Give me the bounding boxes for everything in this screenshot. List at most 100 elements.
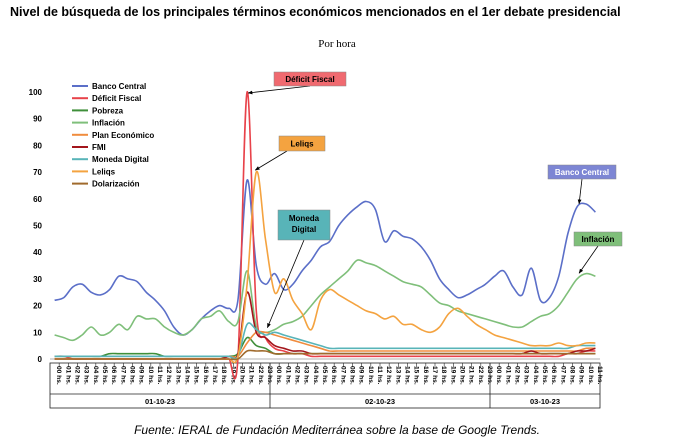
legend-entry: Déficit Fiscal — [92, 94, 141, 103]
callout-arrow — [577, 178, 583, 205]
x-tick-label: 17 hs. — [211, 366, 218, 385]
day-label: 02-10-23 — [365, 397, 395, 406]
x-tick-label: 22 hs. — [477, 366, 484, 385]
chart-title: Nivel de búsqueda de los principales tér… — [10, 5, 621, 19]
x-tick-label: 14 hs. — [403, 366, 410, 385]
x-tick-label: 21 hs. — [468, 366, 475, 385]
x-tick-label: 15 hs. — [413, 366, 420, 385]
x-tick-label: 09 hs. — [138, 366, 145, 385]
callout-arrow — [578, 245, 599, 274]
x-tick-label: 10 hs. — [147, 366, 154, 385]
series-line-leliqs — [54, 170, 596, 364]
y-tick-label: 100 — [29, 88, 43, 97]
y-tick-label: 30 — [33, 275, 42, 284]
x-tick-label: 03 hs. — [303, 366, 310, 385]
x-tick-label: 18 hs. — [440, 366, 447, 385]
callout-box — [273, 71, 347, 87]
callout-label: Moneda — [289, 214, 320, 223]
callout-label: Déficit Fiscal — [285, 75, 334, 84]
x-tick-label: 03 hs. — [83, 366, 90, 385]
callout-label: Inflación — [582, 235, 615, 244]
callout-box — [278, 135, 326, 152]
x-tick-label: 05 hs. — [321, 366, 328, 385]
x-tick-label: 20 hs. — [238, 366, 245, 385]
series-line-banco-central — [54, 179, 596, 336]
x-tick-label: 22 hs. — [257, 366, 264, 385]
y-tick-label: 0 — [38, 355, 43, 364]
callout-arrow — [254, 150, 288, 171]
y-tick-label: 50 — [33, 222, 42, 231]
x-tick-label: 06 hs. — [550, 366, 557, 385]
series-line-moneda-digital — [54, 322, 596, 360]
day-label: 01-10-23 — [145, 397, 175, 406]
x-tick-label: 01 hs. — [504, 366, 511, 385]
callout-label: Leliqs — [290, 140, 314, 149]
x-tick-label: 14 hs. — [183, 366, 190, 385]
y-tick-label: 20 — [33, 302, 42, 311]
x-tick-label: 08 hs. — [568, 366, 575, 385]
legend-entry: Dolarización — [92, 180, 140, 189]
callout-arrow — [267, 239, 305, 329]
legend-entry: Inflación — [92, 119, 125, 128]
x-tick-label: 11 hs. — [596, 366, 603, 384]
x-tick-label: 09 hs. — [578, 366, 585, 385]
day-label: 03-10-23 — [530, 397, 560, 406]
x-tick-label: 13 hs. — [394, 366, 401, 385]
chart-subtitle: Por hora — [318, 38, 356, 50]
x-tick-label: 05 hs. — [541, 366, 548, 385]
x-tick-label: 21 hs. — [248, 366, 255, 385]
x-tick-label: 15 hs. — [193, 366, 200, 385]
x-tick-label: 00 hs. — [55, 366, 62, 385]
legend-entry: Banco Central — [92, 82, 146, 91]
legend-entry: Pobreza — [92, 106, 124, 115]
x-tick-label: 05 hs. — [101, 366, 108, 385]
x-tick-label: 03 hs. — [523, 366, 530, 385]
x-tick-label: 01 hs. — [284, 366, 291, 385]
legend-entry: Moneda Digital — [92, 155, 149, 164]
callout-box — [573, 231, 623, 247]
x-tick-label: 16 hs. — [202, 366, 209, 385]
x-tick-label: 08 hs. — [348, 366, 355, 385]
x-tick-label: 23 hs. — [486, 366, 493, 385]
y-tick-label: 70 — [33, 168, 42, 177]
x-tick-label: 02 hs. — [293, 366, 300, 385]
legend-entry: Plan Económico — [92, 131, 154, 140]
x-tick-label: 10 hs. — [587, 366, 594, 385]
x-tick-label: 07 hs. — [559, 366, 566, 385]
x-tick-label: 04 hs. — [532, 366, 539, 385]
x-tick-label: 08 hs. — [128, 366, 135, 385]
y-tick-label: 60 — [33, 195, 42, 204]
y-tick-label: 40 — [33, 248, 42, 257]
callout-box — [277, 209, 331, 241]
y-tick-label: 10 — [33, 328, 42, 337]
series-line-inflacion — [54, 259, 596, 342]
x-tick-label: 06 hs. — [110, 366, 117, 385]
x-tick-label: 20 hs. — [458, 366, 465, 385]
source-note: Fuente: IERAL de Fundación Mediterránea … — [134, 423, 540, 437]
x-tick-label: 17 hs. — [431, 366, 438, 385]
callout-label: Digital — [292, 225, 316, 234]
x-tick-label: 06 hs. — [330, 366, 337, 385]
legend-entry: FMI — [92, 143, 106, 152]
legend-entry: Leliqs — [92, 167, 116, 176]
x-tick-label: 02 hs. — [73, 366, 80, 385]
callout-box — [547, 164, 617, 180]
x-tick-label: 04 hs. — [312, 366, 319, 385]
x-tick-label: 12 hs. — [165, 366, 172, 385]
x-tick-label: 18 hs. — [220, 366, 227, 385]
x-tick-label: 02 hs. — [513, 366, 520, 385]
x-tick-label: 12 hs. — [385, 366, 392, 385]
x-tick-label: 00 hs. — [495, 366, 502, 385]
x-tick-label: 01 hs. — [64, 366, 71, 385]
x-tick-label: 10 hs. — [367, 366, 374, 385]
x-tick-label: 00 hs. — [275, 366, 282, 385]
x-tick-label: 11 hs. — [156, 366, 163, 384]
x-tick-label: 16 hs. — [422, 366, 429, 385]
x-tick-label: 13 hs. — [174, 366, 181, 385]
y-tick-label: 90 — [33, 115, 42, 124]
x-tick-label: 11 hs. — [376, 366, 383, 384]
callout-label: Banco Central — [555, 168, 609, 177]
x-tick-label: 09 hs. — [358, 366, 365, 385]
x-tick-label: 23 hs. — [266, 366, 273, 385]
